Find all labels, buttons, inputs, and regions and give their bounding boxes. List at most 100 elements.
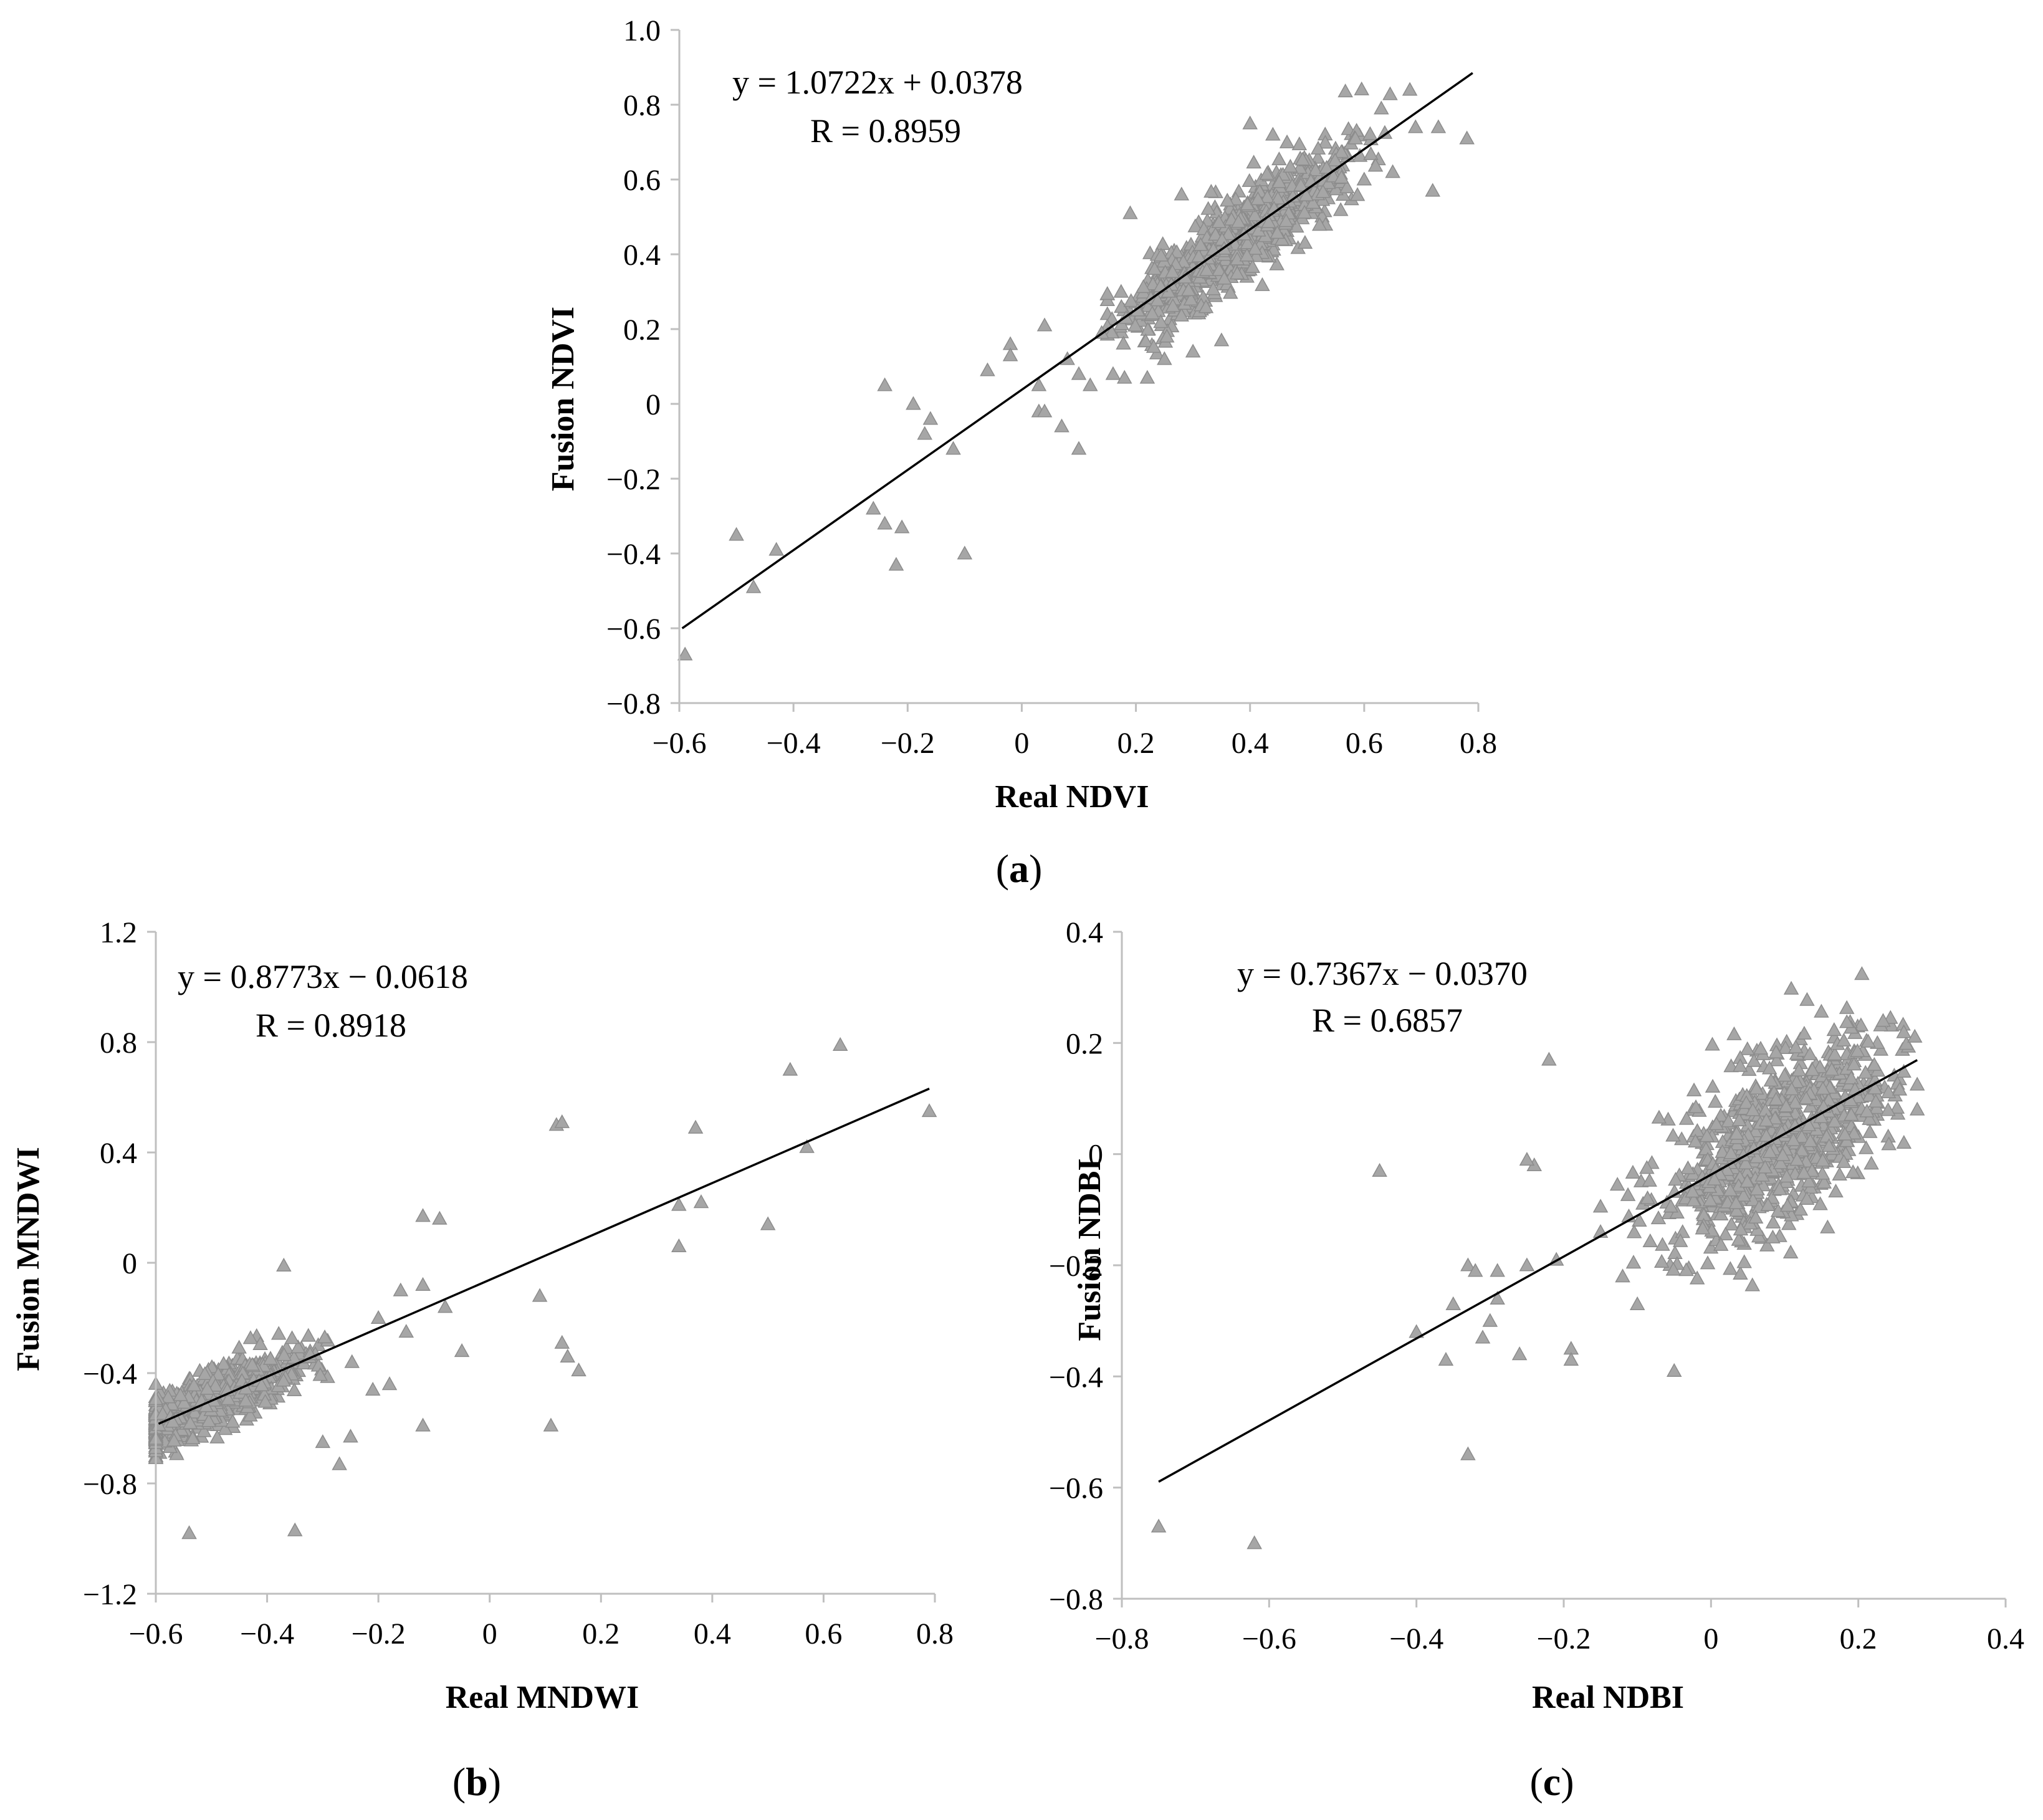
panel-b-mndwi: −1.2 −0.8 −0.4 0 0.4 0.8 1.2 −0.6 −0.4 −0.2 0 0.2 0… <box>11 916 954 1804</box>
data-point <box>1889 1099 1905 1114</box>
y-tick-label: −0.4 <box>606 538 661 571</box>
y-axis-title-a: Fusion NDVI <box>545 307 581 491</box>
data-point <box>432 1210 447 1225</box>
x-axis-title-c: Real NDBI <box>1532 1680 1684 1715</box>
data-point <box>671 1197 687 1211</box>
data-point <box>1702 1192 1718 1207</box>
data-point <box>1706 1171 1722 1185</box>
data-point <box>1686 1192 1701 1207</box>
data-point <box>317 1329 333 1344</box>
data-point <box>1270 225 1285 239</box>
data-point <box>1668 1172 1683 1186</box>
y-tick-label: 0.4 <box>1066 916 1103 949</box>
data-point <box>1116 370 1132 384</box>
x-tick-label: 0.6 <box>805 1617 842 1650</box>
data-point <box>1230 214 1246 228</box>
data-point <box>1745 1102 1761 1116</box>
data-point <box>1642 1172 1657 1187</box>
data-point <box>1728 1195 1744 1209</box>
data-point <box>1265 127 1281 141</box>
data-point <box>1729 1202 1744 1217</box>
data-point <box>216 1356 232 1370</box>
x-tick-label: −0.4 <box>767 727 821 760</box>
data-point <box>957 545 973 560</box>
data-point <box>1680 1160 1696 1174</box>
x-tick-label: 0.2 <box>1117 727 1155 760</box>
data-point <box>1144 305 1160 320</box>
data-point <box>1758 1128 1774 1142</box>
data-point <box>1291 136 1308 150</box>
data-point <box>888 557 904 571</box>
data-point <box>1846 1056 1862 1071</box>
data-point <box>166 1432 182 1447</box>
data-point <box>1563 1352 1579 1366</box>
data-point <box>906 396 921 410</box>
data-point <box>1802 1046 1818 1060</box>
data-point <box>1157 351 1172 365</box>
data-point <box>1615 1268 1630 1283</box>
data-point <box>1799 1190 1815 1205</box>
data-point <box>1667 1245 1683 1259</box>
x-axis-title-b: Real MNDWI <box>446 1680 639 1715</box>
data-point <box>208 1377 224 1392</box>
data-point <box>1768 1044 1784 1058</box>
x-tick-label: −0.4 <box>1389 1622 1443 1655</box>
data-point <box>554 1114 570 1128</box>
y-tick-label: −0.8 <box>83 1468 137 1501</box>
data-point <box>1746 1053 1762 1067</box>
data-point <box>1718 1226 1733 1241</box>
data-point <box>1860 1033 1876 1048</box>
data-point <box>1721 1113 1736 1128</box>
data-point <box>1839 1000 1855 1014</box>
data-point <box>381 1376 398 1391</box>
data-point <box>1229 251 1245 266</box>
data-point <box>169 1446 184 1460</box>
y-axis-title-c: Fusion NDBI <box>1072 1158 1108 1341</box>
data-point <box>1223 285 1238 299</box>
panel-label-c: (c) <box>1529 1760 1574 1804</box>
data-point <box>1896 1063 1911 1078</box>
data-point <box>1242 173 1257 187</box>
data-point <box>1308 162 1324 176</box>
data-point <box>1794 1142 1810 1157</box>
x-tick-label: 0 <box>482 1617 497 1650</box>
y-tick-label: −0.4 <box>83 1358 137 1391</box>
y-ticks-a: −0.8 −0.6 −0.4 −0.2 0 0.2 0.4 0.6 0.8 1.0 <box>606 14 679 721</box>
data-point <box>1036 317 1053 332</box>
data-point <box>1071 441 1087 455</box>
data-point <box>1731 1112 1747 1126</box>
data-point <box>1083 377 1098 391</box>
data-point <box>1293 177 1309 191</box>
data-point <box>1002 347 1018 362</box>
data-point <box>344 1354 360 1368</box>
y-tick-label: −0.6 <box>1049 1472 1103 1505</box>
data-point <box>1071 366 1087 380</box>
data-point <box>677 646 693 661</box>
data-point <box>1242 115 1258 130</box>
data-point <box>1651 1109 1667 1124</box>
data-point <box>980 362 995 376</box>
data-point <box>1700 1255 1716 1270</box>
data-point <box>1541 1051 1557 1066</box>
data-point <box>1689 1270 1705 1285</box>
data-point <box>1642 1233 1658 1247</box>
y-tick-label: −0.2 <box>1049 1250 1103 1283</box>
data-point <box>1757 1159 1773 1174</box>
data-point <box>1239 247 1255 262</box>
data-point <box>1339 180 1355 194</box>
data-point <box>1777 1040 1794 1054</box>
data-point <box>543 1417 559 1432</box>
data-point <box>173 1387 188 1401</box>
data-point <box>1337 84 1353 98</box>
data-point <box>1723 1217 1739 1231</box>
data-point <box>1815 1081 1831 1095</box>
y-ticks-c: −0.8 −0.6 −0.4 −0.2 0 0.2 0.4 <box>1049 916 1122 1616</box>
y-tick-label: −0.8 <box>1049 1583 1103 1616</box>
data-point <box>1719 1162 1735 1176</box>
data-point <box>438 1299 453 1313</box>
data-point <box>1438 1352 1454 1366</box>
data-point <box>1430 119 1447 133</box>
data-point <box>1367 158 1384 172</box>
equation-c: y = 0.7367x − 0.0370 <box>1237 955 1528 992</box>
data-point <box>554 1334 570 1349</box>
